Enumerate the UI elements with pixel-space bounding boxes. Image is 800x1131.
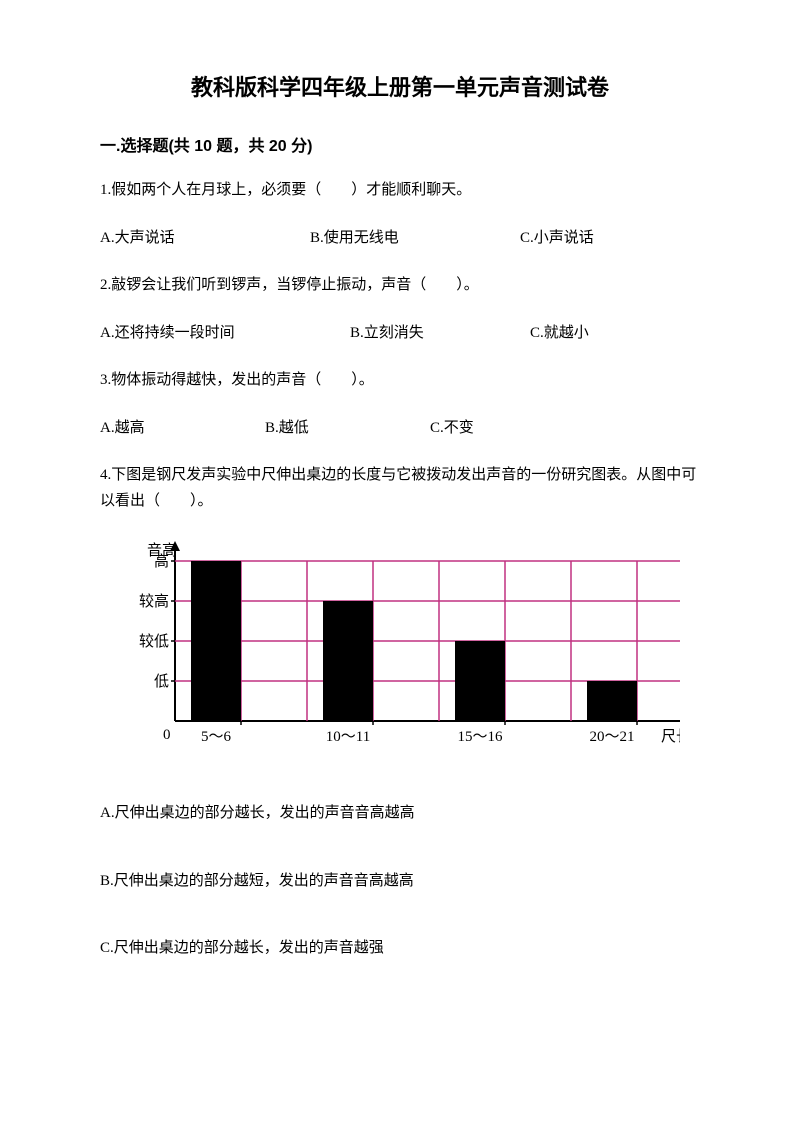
question-2-options: A.还将持续一段时间 B.立刻消失 C.就越小 — [100, 321, 700, 347]
question-2: 2.敲锣会让我们听到锣声，当锣停止振动，声音（ ）。 — [100, 273, 700, 299]
svg-text:尺长（厘米）: 尺长（厘米） — [661, 728, 680, 745]
svg-text:高: 高 — [154, 553, 169, 570]
q1-option-c: C.小声说话 — [520, 226, 700, 252]
svg-text:10～11: 10～11 — [326, 729, 370, 745]
question-4: 4.下图是钢尺发声实验中尺伸出桌边的长度与它被拨动发出声音的一份研究图表。从图中… — [100, 463, 700, 514]
svg-text:20～21: 20～21 — [589, 729, 634, 745]
question-3-options: A.越高 B.越低 C.不变 — [100, 416, 700, 442]
q3-option-a: A.越高 — [100, 416, 265, 442]
q1-option-b: B.使用无线电 — [310, 226, 520, 252]
question-1: 1.假如两个人在月球上，必须要（ ）才能顺利聊天。 — [100, 178, 700, 204]
svg-text:较低: 较低 — [139, 632, 169, 650]
svg-text:15～16: 15～16 — [457, 729, 503, 745]
svg-text:低: 低 — [154, 673, 169, 690]
q4-option-c: C.尺伸出桌边的部分越长，发出的声音越强 — [100, 936, 700, 962]
q3-option-b: B.越低 — [265, 416, 430, 442]
question-1-options: A.大声说话 B.使用无线电 C.小声说话 — [100, 226, 700, 252]
q2-option-a: A.还将持续一段时间 — [100, 321, 350, 347]
q1-option-a: A.大声说话 — [100, 226, 310, 252]
q3-option-c: C.不变 — [430, 416, 700, 442]
question-3: 3.物体振动得越快，发出的声音（ ）。 — [100, 368, 700, 394]
page-title: 教科版科学四年级上册第一单元声音测试卷 — [100, 70, 700, 102]
q4-option-a: A.尺伸出桌边的部分越长，发出的声音音高越高 — [100, 801, 700, 827]
bar-chart: 音高低较低较高高05～610～1115～1620～21尺长（厘米） — [120, 536, 700, 771]
q2-option-c: C.就越小 — [530, 321, 700, 347]
svg-text:5～6: 5～6 — [201, 729, 232, 745]
q2-option-b: B.立刻消失 — [350, 321, 530, 347]
svg-text:较高: 较高 — [139, 592, 169, 610]
section-header: 一.选择题(共 10 题，共 20 分) — [100, 132, 700, 156]
svg-text:0: 0 — [163, 727, 171, 743]
q4-option-b: B.尺伸出桌边的部分越短，发出的声音音高越高 — [100, 869, 700, 895]
